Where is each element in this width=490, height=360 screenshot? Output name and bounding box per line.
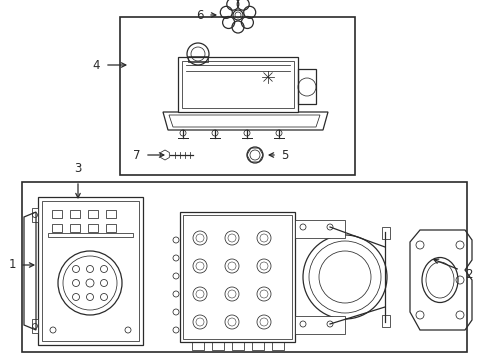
Bar [52,210,62,218]
Text: 4: 4 [93,59,100,72]
Bar [42,201,139,341]
Bar [183,215,292,339]
Bar [70,210,80,218]
Bar [70,224,80,232]
Bar [295,220,345,238]
Text: 5: 5 [281,149,289,162]
Bar [88,210,98,218]
Bar [106,210,116,218]
Text: 7: 7 [132,149,140,162]
Bar [192,342,204,350]
Text: 2: 2 [465,267,472,280]
Bar [188,56,208,62]
Bar [295,316,345,334]
Bar [178,57,298,112]
Text: 3: 3 [74,162,82,175]
Bar [106,224,116,232]
Bar [32,319,38,333]
Bar [182,61,294,108]
Text: 1: 1 [8,258,16,271]
Bar [212,342,224,350]
Bar [88,224,98,232]
Text: 6: 6 [196,9,204,22]
Bar [22,182,467,352]
Bar [38,197,143,345]
Bar [48,233,133,237]
Bar [298,69,316,104]
Bar [252,342,264,350]
Bar [382,315,390,327]
Bar [272,342,284,350]
Bar [232,342,244,350]
Bar [382,227,390,239]
Bar [52,224,62,232]
Bar [180,212,295,342]
Bar [32,208,38,222]
Bar [120,17,355,175]
